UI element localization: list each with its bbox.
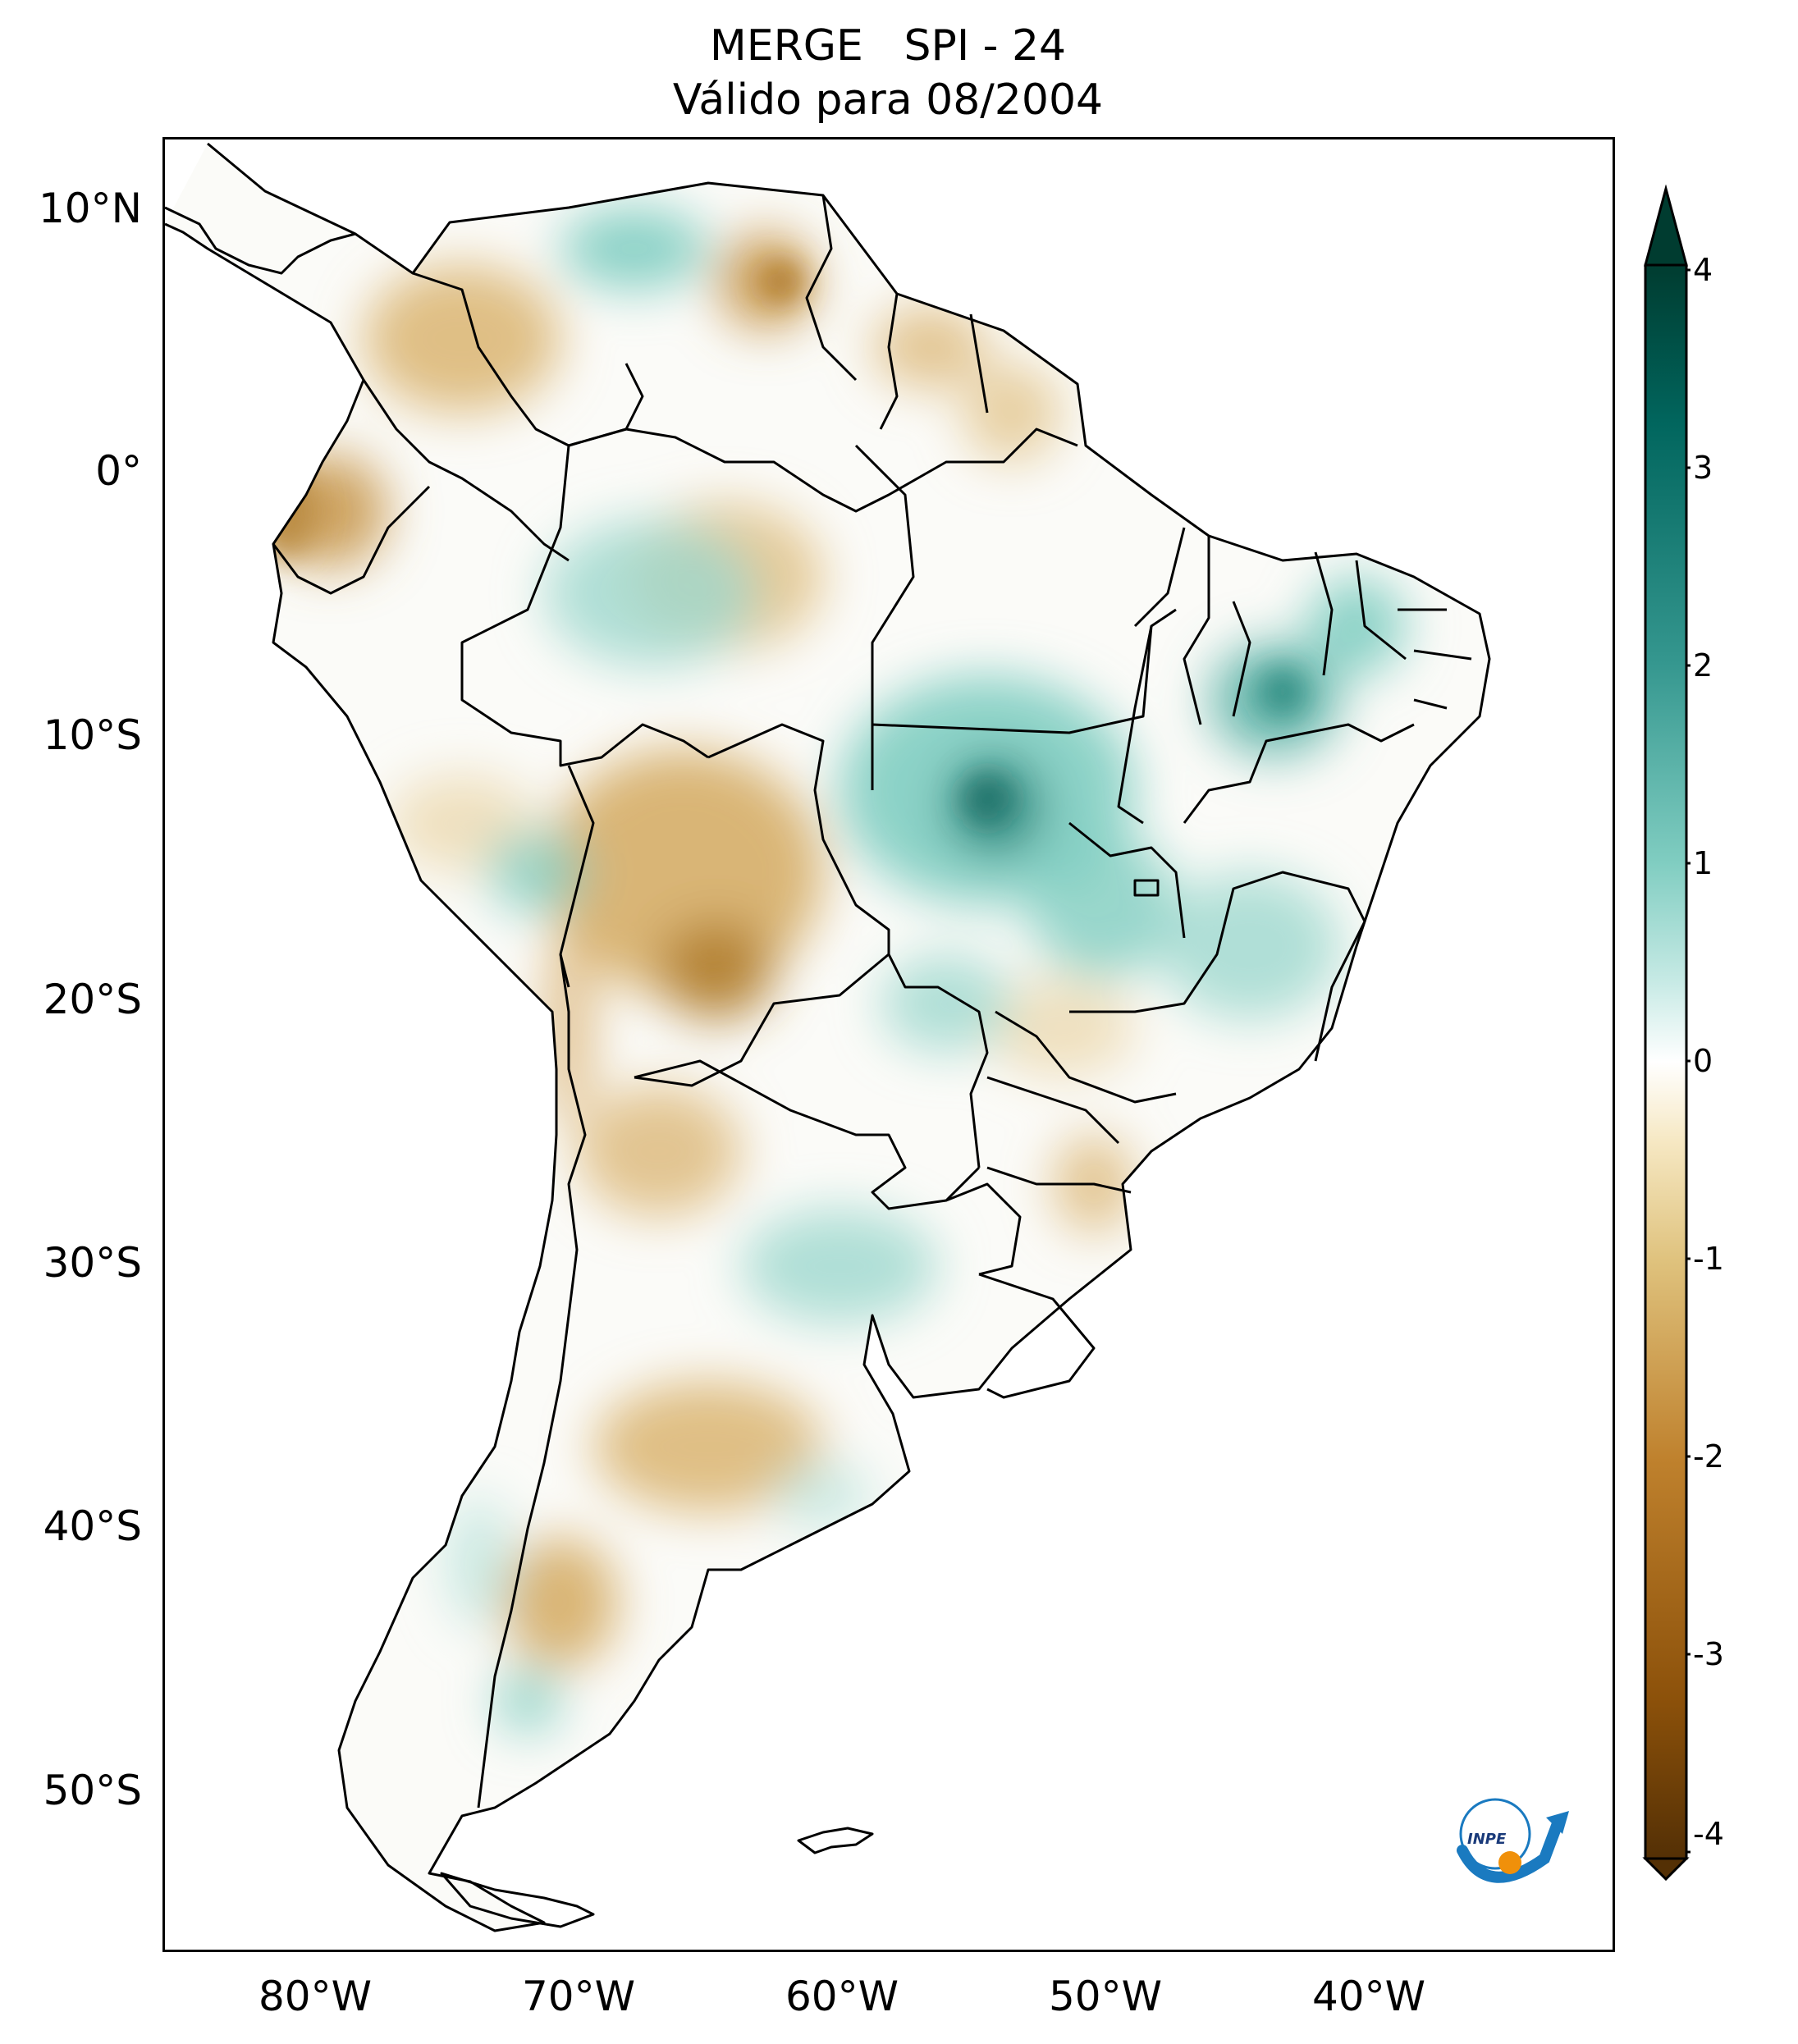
border-argentina-paraguay: [634, 1059, 981, 1210]
border-pa-state: [854, 444, 915, 725]
border-guyana-suriname: [879, 293, 899, 430]
border-to-state: [1117, 625, 1153, 825]
tierra-del-fuego: [440, 1872, 595, 1928]
figure-subtitle: Válido para 08/2004: [672, 75, 1104, 125]
border-sc-state: [986, 1166, 1132, 1194]
lon-label-70w: 70°W: [521, 1973, 636, 2020]
figure-title: MERGE SPI - 24: [709, 21, 1067, 71]
colorbar-tick-4: 4: [1693, 252, 1713, 288]
border-colombia-venezuela: [412, 272, 644, 447]
lat-label-40s: 40°S: [43, 1502, 142, 1550]
lat-label-0: 0°: [95, 447, 142, 495]
lat-label-30s: 30°S: [43, 1239, 142, 1287]
lat-label-10s: 10°S: [43, 711, 142, 759]
colorbar-tick-neg4: -4: [1693, 1816, 1724, 1852]
border-argentina-brazil: [945, 1182, 1022, 1276]
border-pr-state: [986, 1076, 1120, 1145]
map-panel: [162, 137, 1615, 1952]
lat-label-20s: 20°S: [43, 976, 142, 1023]
colorbar-tick-0: 0: [1693, 1043, 1713, 1079]
border-uruguay: [978, 1273, 1096, 1399]
inpe-logo: INPE: [1457, 1798, 1569, 1883]
border-sp-state: [995, 1010, 1177, 1104]
border-paraguay-brazil: [887, 953, 989, 1168]
lon-label-80w: 80°W: [258, 1973, 373, 2020]
colorbar-tick-neg3: -3: [1693, 1636, 1724, 1672]
lon-label-50w: 50°W: [1048, 1973, 1163, 2020]
colorbar-tick-2: 2: [1693, 647, 1713, 684]
border-go-state: [1068, 821, 1186, 939]
panama-isthmus: [165, 206, 356, 275]
inpe-logo-text: INPE: [1467, 1831, 1507, 1848]
border-mt-state: [871, 608, 1177, 790]
border-venezuela-guyana: [805, 194, 858, 382]
lon-label-40w: 40°W: [1311, 1973, 1426, 2020]
colorbar-tick-neg2: -2: [1693, 1438, 1724, 1475]
borders: [165, 142, 1491, 1932]
border-ne-states: [1232, 551, 1472, 717]
falklands: [797, 1827, 874, 1854]
border-pi-ma: [1133, 527, 1210, 725]
border-bolivia-brazil: [707, 723, 890, 954]
map-canvas: [165, 142, 1491, 1932]
colorbar: [1642, 185, 1690, 1882]
border-brazil-north: [568, 428, 1078, 513]
lat-label-10n: 10°N: [38, 185, 142, 232]
border-bolivia-paraguay: [634, 953, 890, 1087]
colorbar-ticks: [1686, 268, 1690, 1854]
border-ecuador-peru: [272, 485, 431, 595]
border-mg-state: [1069, 871, 1366, 1062]
lon-label-60w: 60°W: [785, 1973, 899, 2020]
lat-label-50s: 50°S: [43, 1767, 142, 1814]
df-square: [1133, 879, 1160, 897]
colorbar-tick-3: 3: [1693, 450, 1713, 486]
border-ba-state: [1183, 723, 1415, 824]
colorbar-tick-neg1: -1: [1693, 1241, 1724, 1277]
coastline: [165, 142, 1491, 1932]
border-colombia-peru: [362, 379, 570, 562]
border-suriname-guiana: [969, 313, 989, 414]
border-chile-argentina: [477, 953, 587, 1809]
colorbar-tick-1: 1: [1693, 845, 1713, 881]
border-peru-brazil: [460, 445, 709, 767]
